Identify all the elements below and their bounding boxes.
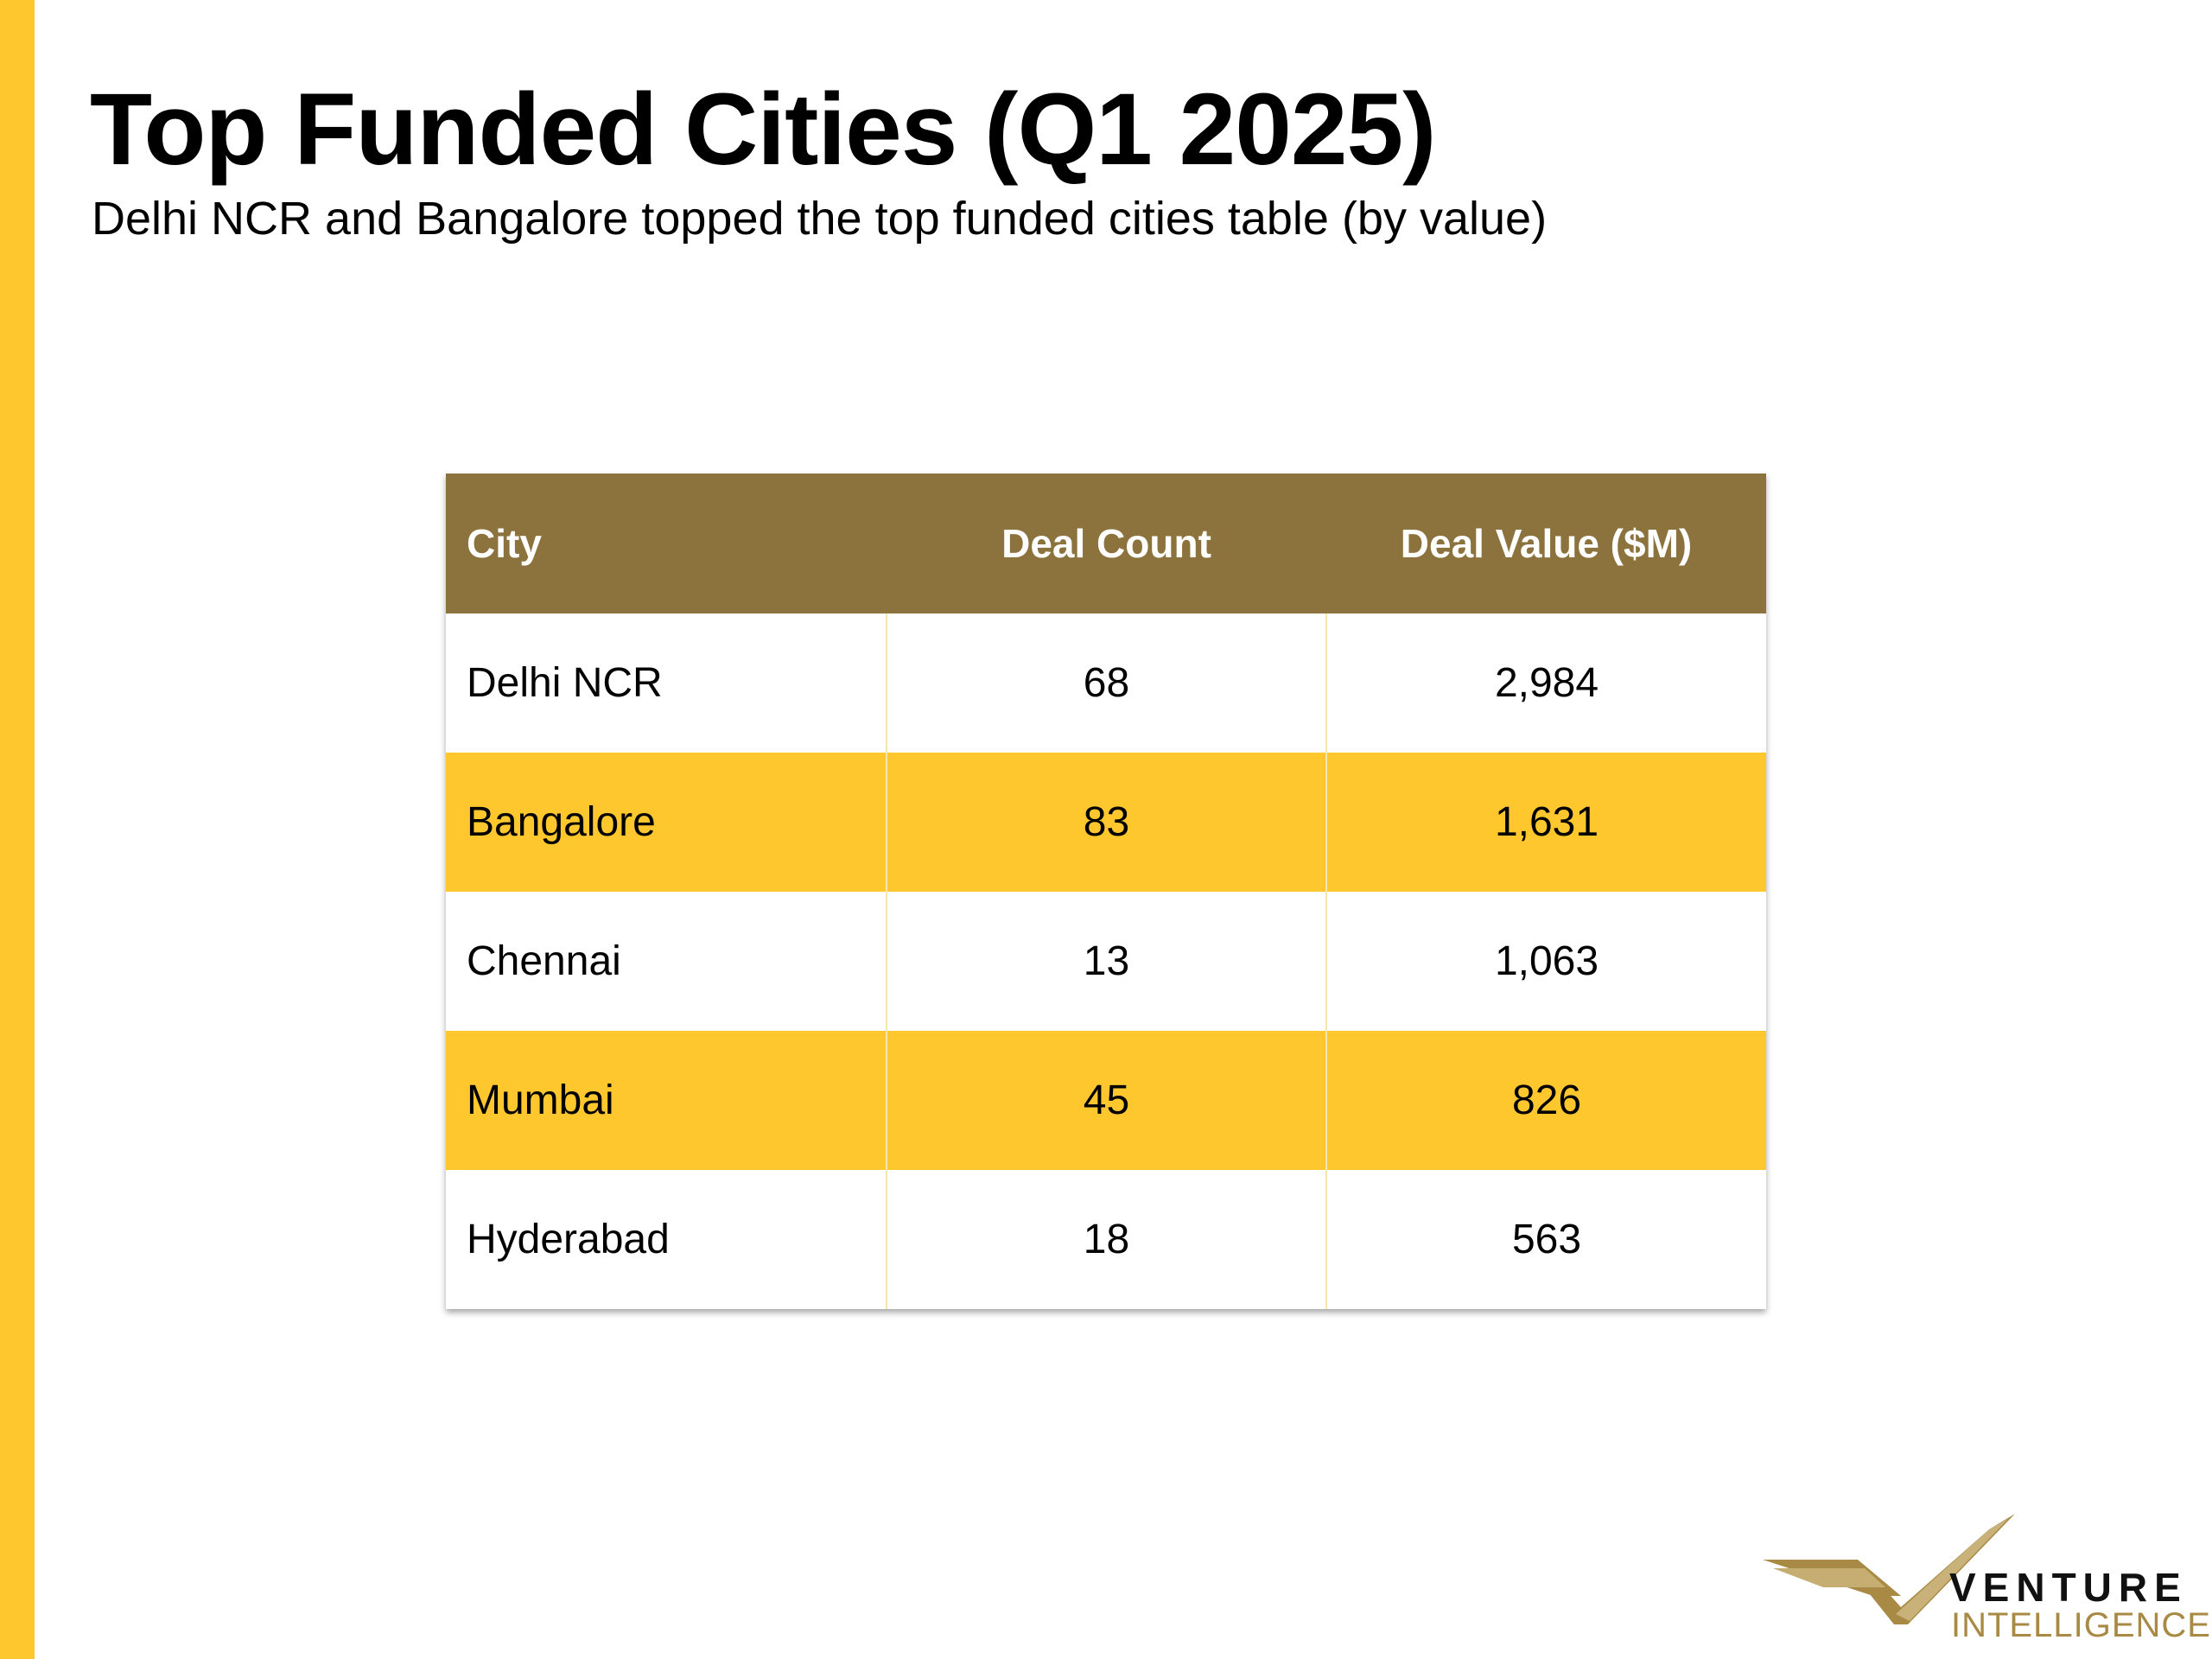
column-header-deal-count: Deal Count <box>1001 521 1211 566</box>
city-cell: Bangalore <box>467 799 656 845</box>
deal-count-cell: 13 <box>886 892 1326 1031</box>
table-row: Hyderabad 18 563 <box>446 1170 1766 1309</box>
venture-intelligence-logo <box>1763 1514 2015 1624</box>
table-row: Chennai 13 1,063 <box>446 892 1766 1031</box>
deal-value-cell: 2,984 <box>1325 613 1766 753</box>
deal-value-cell: 1,631 <box>1325 753 1766 892</box>
city-cell: Chennai <box>467 938 621 984</box>
column-header-city: City <box>467 521 542 566</box>
deal-count-cell: 45 <box>886 1031 1326 1170</box>
page-title: Top Funded Cities (Q1 2025) <box>90 73 1436 187</box>
deal-value-cell: 1,063 <box>1325 892 1766 1031</box>
table-row: Mumbai 45 826 <box>446 1031 1766 1170</box>
table-row: Delhi NCR 68 2,984 <box>446 613 1766 753</box>
funded-cities-table: City Deal Count Deal Value ($M) Delhi NC… <box>446 474 1766 1309</box>
city-cell: Delhi NCR <box>467 660 663 706</box>
city-cell: Hyderabad <box>467 1217 670 1262</box>
logo-text-venture: VENTURE <box>1949 1565 2188 1610</box>
table-header-row: City Deal Count Deal Value ($M) <box>446 474 1766 613</box>
logo-wing-shadow-shape <box>1773 1568 1885 1587</box>
deal-count-cell: 83 <box>886 753 1326 892</box>
column-header-deal-value: Deal Value ($M) <box>1400 521 1693 566</box>
deal-value-cell: 563 <box>1325 1170 1766 1309</box>
deal-count-cell: 18 <box>886 1170 1326 1309</box>
table-row: Bangalore 83 1,631 <box>446 753 1766 892</box>
logo-text-intelligence: INTELLIGENCE <box>1951 1606 2211 1644</box>
page-subtitle: Delhi NCR and Bangalore topped the top f… <box>92 193 1548 245</box>
deal-count-cell: 68 <box>886 613 1326 753</box>
deal-value-cell: 826 <box>1325 1031 1766 1170</box>
logo-check-highlight-shape <box>1896 1519 2008 1621</box>
accent-bar <box>0 0 35 1659</box>
city-cell: Mumbai <box>467 1077 614 1123</box>
